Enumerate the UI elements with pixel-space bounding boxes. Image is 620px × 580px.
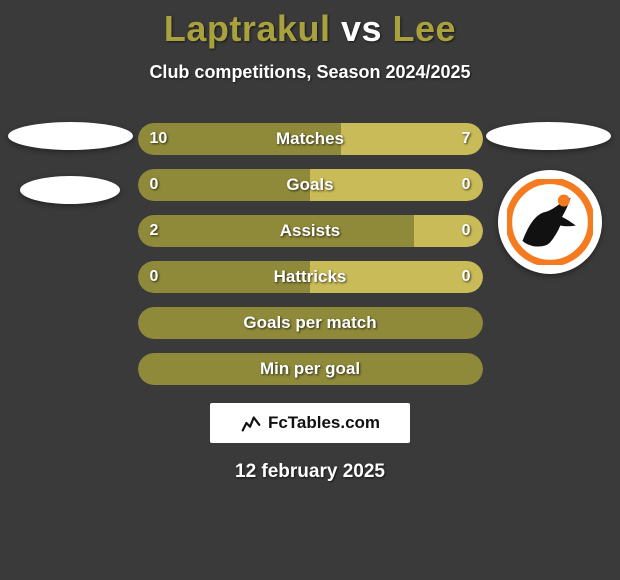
player1-photo-placeholder	[8, 122, 133, 150]
vs-text: vs	[341, 8, 382, 49]
stat-bar: Hattricks0 0	[138, 261, 483, 293]
stat-bar: Goals per match	[138, 307, 483, 339]
stat-label: Matches	[138, 123, 483, 155]
player2-club-logo	[498, 170, 602, 274]
stat-value-right: 7	[462, 123, 471, 155]
player1-name: Laptrakul	[164, 8, 331, 49]
watermark: FcTables.com	[210, 403, 410, 443]
stat-value-left: 0	[150, 261, 159, 293]
stat-bar: Assists2 0	[138, 215, 483, 247]
player2-name: Lee	[393, 8, 457, 49]
stat-bar: Matches10 7	[138, 123, 483, 155]
stat-bar: Goals0 0	[138, 169, 483, 201]
subtitle: Club competitions, Season 2024/2025	[0, 62, 620, 83]
fctables-icon	[240, 412, 262, 434]
stat-label: Assists	[138, 215, 483, 247]
stat-value-right: 0	[462, 261, 471, 293]
stat-value-left: 10	[150, 123, 168, 155]
stat-value-right: 0	[462, 169, 471, 201]
date: 12 february 2025	[0, 461, 620, 483]
stat-label: Hattricks	[138, 261, 483, 293]
stat-value-left: 0	[150, 169, 159, 201]
comparison-title: Laptrakul vs Lee	[0, 0, 620, 50]
stat-label: Min per goal	[138, 353, 483, 385]
stat-bar: Min per goal	[138, 353, 483, 385]
player2-photo-placeholder	[486, 122, 611, 150]
player1-club-placeholder	[20, 176, 120, 204]
stat-value-right: 0	[462, 215, 471, 247]
stat-value-left: 2	[150, 215, 159, 247]
chiangrai-logo-svg	[507, 179, 593, 265]
stat-bars: Matches107Goals00Assists20Hattricks00Goa…	[138, 123, 483, 385]
stat-label: Goals	[138, 169, 483, 201]
watermark-text: FcTables.com	[268, 413, 380, 433]
stat-label: Goals per match	[138, 307, 483, 339]
